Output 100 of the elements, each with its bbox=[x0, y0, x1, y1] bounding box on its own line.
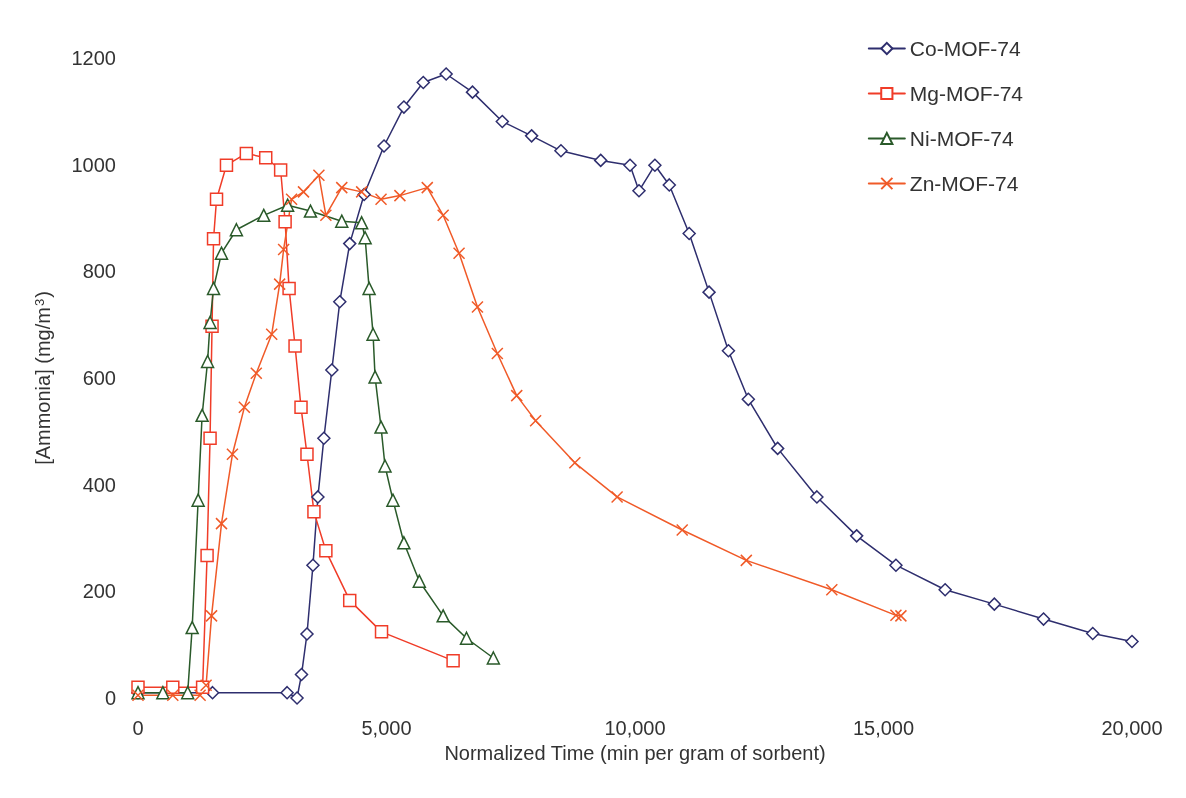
point bbox=[300, 627, 314, 641]
point bbox=[342, 593, 357, 608]
point bbox=[510, 389, 523, 402]
point bbox=[397, 536, 411, 550]
point bbox=[623, 158, 637, 172]
y-tick-label: 400 bbox=[82, 473, 116, 496]
point bbox=[675, 523, 689, 537]
point bbox=[378, 459, 392, 473]
point bbox=[238, 401, 251, 414]
point bbox=[741, 392, 756, 407]
point bbox=[894, 609, 908, 623]
point bbox=[1085, 626, 1100, 641]
point bbox=[987, 597, 1002, 611]
point bbox=[156, 685, 170, 700]
point bbox=[205, 609, 218, 623]
point bbox=[554, 144, 568, 158]
point bbox=[662, 178, 677, 192]
point bbox=[436, 209, 450, 222]
point bbox=[229, 222, 244, 237]
point bbox=[333, 294, 347, 309]
point bbox=[938, 582, 952, 597]
point bbox=[825, 583, 839, 596]
point bbox=[203, 315, 217, 330]
point bbox=[721, 344, 736, 358]
point bbox=[849, 529, 864, 543]
point bbox=[203, 431, 217, 446]
point bbox=[1125, 634, 1139, 649]
point bbox=[386, 493, 400, 507]
point bbox=[452, 246, 466, 260]
point bbox=[335, 214, 349, 228]
point bbox=[317, 431, 331, 446]
point bbox=[1036, 612, 1051, 626]
x-tick-label: 5,000 bbox=[361, 717, 412, 739]
y-tick-label: 1200 bbox=[71, 47, 116, 69]
point bbox=[285, 193, 298, 206]
point bbox=[568, 456, 582, 470]
point bbox=[206, 281, 221, 296]
point bbox=[256, 208, 271, 223]
point bbox=[889, 558, 903, 572]
x-tick-label: 20,000 bbox=[1101, 717, 1163, 739]
point bbox=[226, 448, 239, 461]
point bbox=[354, 216, 369, 230]
point bbox=[319, 209, 333, 222]
legend-label: Zn-MOF-74 bbox=[909, 172, 1019, 195]
point bbox=[702, 285, 716, 299]
point bbox=[280, 685, 294, 700]
y-tick-label: 800 bbox=[82, 260, 116, 283]
point bbox=[648, 158, 662, 172]
point bbox=[209, 192, 224, 207]
point bbox=[810, 490, 824, 504]
point bbox=[374, 420, 388, 434]
point bbox=[524, 129, 539, 143]
y-axis-title: [Ammonia] (mg/m3) bbox=[32, 291, 54, 465]
point bbox=[319, 544, 333, 558]
point bbox=[325, 363, 339, 377]
point bbox=[297, 185, 310, 199]
point bbox=[491, 347, 504, 360]
point bbox=[200, 354, 215, 369]
point bbox=[335, 181, 349, 194]
y-tick-label: 0 bbox=[104, 687, 116, 709]
point bbox=[632, 184, 646, 198]
point bbox=[199, 678, 213, 692]
point bbox=[200, 548, 214, 563]
point bbox=[219, 158, 234, 172]
x-tick-label: 0 bbox=[132, 717, 144, 739]
point bbox=[166, 680, 180, 695]
point bbox=[294, 667, 309, 682]
point bbox=[421, 181, 434, 194]
point bbox=[368, 370, 382, 384]
point bbox=[280, 198, 295, 212]
point bbox=[342, 236, 357, 251]
point bbox=[239, 146, 254, 161]
y-tick-label: 600 bbox=[82, 367, 116, 389]
point bbox=[889, 609, 903, 622]
point bbox=[288, 339, 302, 353]
point bbox=[294, 400, 308, 415]
point bbox=[397, 100, 411, 114]
point bbox=[300, 447, 314, 462]
point bbox=[362, 281, 376, 296]
point bbox=[446, 653, 460, 668]
point bbox=[290, 691, 304, 705]
legend-label: Co-MOF-74 bbox=[909, 37, 1021, 60]
point bbox=[206, 232, 221, 246]
point bbox=[374, 625, 389, 639]
x-axis-title: Normalized Time (min per gram of sorbent) bbox=[444, 741, 826, 764]
point bbox=[273, 163, 288, 177]
point bbox=[439, 67, 453, 81]
point bbox=[374, 193, 388, 206]
point bbox=[311, 490, 325, 504]
point bbox=[191, 493, 205, 507]
point bbox=[306, 558, 320, 572]
point bbox=[215, 517, 228, 530]
point bbox=[416, 75, 431, 90]
point bbox=[278, 214, 292, 229]
point bbox=[307, 505, 321, 519]
legend-label: Ni-MOF-74 bbox=[909, 127, 1014, 150]
y-tick-label: 1000 bbox=[71, 153, 116, 176]
point bbox=[195, 408, 209, 423]
point bbox=[610, 490, 624, 504]
point bbox=[770, 441, 785, 456]
